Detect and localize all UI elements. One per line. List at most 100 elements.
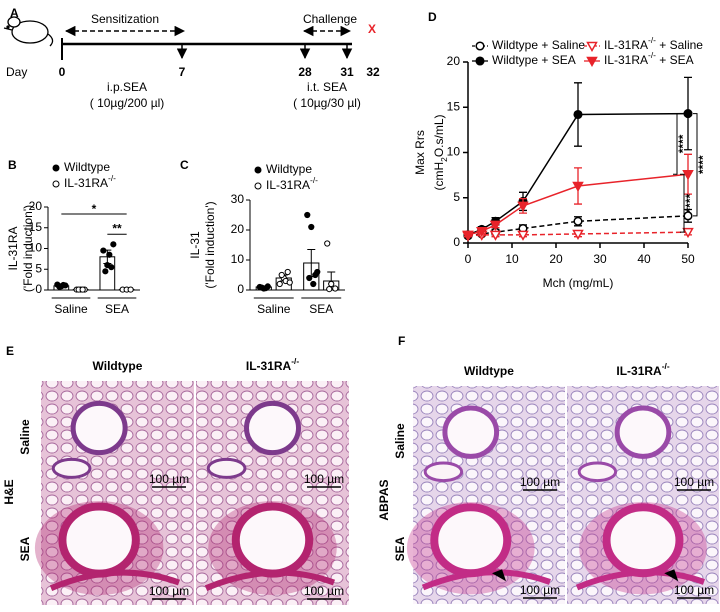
y-tick-label: 10 bbox=[447, 145, 461, 159]
x-tick-label: 20 bbox=[549, 252, 563, 266]
legend-label: IL-31RA-/- bbox=[64, 173, 116, 190]
scale-label: 100 µm bbox=[304, 472, 344, 486]
sig-label: **** bbox=[696, 155, 710, 174]
sig-bracket bbox=[673, 113, 678, 175]
micrograph: 100 µm bbox=[196, 381, 349, 493]
legend-marker bbox=[586, 41, 598, 53]
column-header-part: -/- bbox=[662, 361, 670, 371]
column-header-part: IL-31RA bbox=[246, 359, 292, 373]
x-label: Mch (mg/mL) bbox=[543, 276, 614, 290]
y-label: (cmH2O.s/mL) bbox=[432, 114, 449, 190]
route: i.p.SEA bbox=[107, 80, 147, 94]
data-point bbox=[306, 274, 313, 282]
route: i.t. SEA bbox=[307, 80, 347, 94]
day-number: 28 bbox=[298, 65, 312, 79]
micrograph: 100 µm bbox=[196, 493, 349, 605]
y-tick-label: 30 bbox=[231, 192, 245, 206]
y-label: ('Fold induction') bbox=[203, 201, 217, 288]
x-tick-label: SEA bbox=[309, 302, 333, 316]
data-point bbox=[326, 286, 333, 293]
data-point bbox=[462, 230, 474, 241]
y-tick-label: 15 bbox=[447, 99, 461, 113]
legend-label-part: Wildtype + Saline bbox=[492, 38, 585, 52]
y-tick-label: 15 bbox=[29, 220, 43, 234]
vessel bbox=[49, 569, 181, 591]
airway bbox=[614, 405, 672, 459]
legend-label-part: + SEA bbox=[656, 53, 694, 67]
airway bbox=[442, 405, 500, 459]
panel-label: B bbox=[8, 158, 17, 172]
data-point bbox=[262, 285, 269, 292]
arrowhead bbox=[664, 569, 679, 582]
sig-label: * bbox=[92, 202, 97, 216]
phase-label: Challenge bbox=[303, 12, 357, 26]
y-tick-label: 0 bbox=[237, 282, 244, 296]
data-point bbox=[127, 286, 134, 293]
x-tick-label: 30 bbox=[593, 252, 607, 266]
legend-label-part: -/- bbox=[648, 35, 656, 45]
data-point bbox=[108, 264, 115, 271]
scale-label: 100 µm bbox=[674, 583, 714, 597]
stain-label: H&E bbox=[2, 479, 16, 504]
data-point bbox=[100, 247, 107, 254]
data-point bbox=[276, 280, 283, 288]
legend-marker bbox=[52, 180, 60, 188]
data-point bbox=[102, 268, 109, 275]
panel-label: A bbox=[10, 6, 19, 20]
airway bbox=[70, 400, 128, 456]
vessel bbox=[421, 569, 552, 591]
panel-label: E bbox=[6, 344, 14, 358]
data-point bbox=[79, 286, 86, 293]
sig-bracket bbox=[680, 173, 685, 233]
panel-label: C bbox=[180, 158, 189, 172]
mouse-icon bbox=[3, 16, 54, 47]
x-tick-label: 50 bbox=[681, 252, 695, 266]
data-point bbox=[332, 285, 339, 292]
y-label: ('Fold induction') bbox=[21, 205, 35, 292]
legend-label-part: -/- bbox=[310, 175, 318, 185]
y-label-part: (cmH bbox=[432, 162, 446, 191]
legend-label-part: IL-31RA bbox=[604, 53, 648, 67]
legend-label: Wildtype bbox=[266, 162, 312, 176]
data-point bbox=[517, 201, 529, 212]
data-point bbox=[328, 280, 335, 288]
legend-marker bbox=[52, 164, 60, 172]
y-label: Max Rrs bbox=[413, 130, 427, 175]
column-header-part: -/- bbox=[291, 356, 299, 366]
end-mark: X bbox=[368, 22, 376, 36]
y-tick-label: 5 bbox=[453, 190, 460, 204]
data-point bbox=[304, 211, 311, 219]
y-tick-label: 20 bbox=[447, 54, 461, 68]
y-tick-label: 20 bbox=[231, 222, 245, 236]
sig-label: ** bbox=[112, 221, 122, 235]
scale-label: 100 µm bbox=[304, 584, 344, 598]
legend-label-part: -/- bbox=[108, 173, 116, 183]
x-tick-label: Saline bbox=[257, 302, 291, 316]
data-point bbox=[572, 229, 584, 240]
legend-label: IL-31RA-/- + SEA bbox=[604, 50, 694, 67]
vessel bbox=[577, 461, 618, 483]
day-number: 31 bbox=[340, 65, 354, 79]
column-header: IL-31RA-/- bbox=[616, 361, 669, 378]
data-point bbox=[106, 251, 113, 258]
vessel bbox=[206, 457, 247, 479]
y-tick-label: 10 bbox=[231, 252, 245, 266]
micrograph: 100 µm bbox=[567, 494, 719, 604]
y-label-part: O.s/mL) bbox=[432, 114, 446, 157]
legend-label-part: -/- bbox=[648, 50, 656, 60]
x-tick-label: 0 bbox=[465, 252, 472, 266]
airway bbox=[602, 503, 684, 578]
legend-label-part: IL-31RA bbox=[64, 176, 108, 190]
phase-label: Sensitization bbox=[91, 12, 159, 26]
data-point bbox=[573, 216, 583, 226]
scale-label: 100 µm bbox=[520, 583, 560, 597]
row-label: Saline bbox=[18, 419, 32, 455]
legend-label-part: Wildtype bbox=[266, 162, 312, 176]
micrograph: 100 µm bbox=[41, 381, 194, 493]
legend-label-part: + Saline bbox=[656, 38, 703, 52]
panel-label: F bbox=[398, 334, 405, 348]
data-point bbox=[286, 279, 293, 286]
micrograph: 100 µm bbox=[413, 386, 565, 496]
data-point bbox=[314, 268, 321, 276]
